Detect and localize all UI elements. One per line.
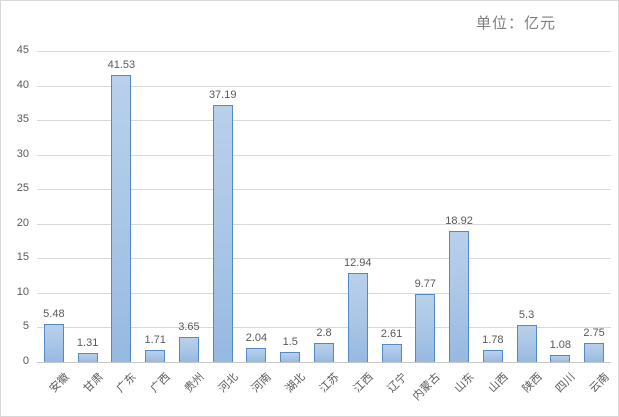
bar-四川 xyxy=(550,354,571,362)
data-label: 2.04 xyxy=(245,331,268,344)
bar-陕西 xyxy=(516,325,537,362)
bar-广西 xyxy=(145,350,166,362)
x-tick-label: 安徽 xyxy=(47,371,72,396)
x-tick-label: 湖北 xyxy=(283,371,308,396)
bar-云南 xyxy=(584,342,605,362)
y-tick-label: 0 xyxy=(22,355,29,367)
gridline xyxy=(37,51,611,52)
data-label: 5.48 xyxy=(43,308,65,321)
gridline xyxy=(37,120,611,122)
data-label: 12.94 xyxy=(343,256,372,269)
x-tick-label: 广西 xyxy=(148,371,173,396)
x-tick-label: 河南 xyxy=(250,371,275,396)
data-label: 2.8 xyxy=(316,326,332,339)
data-label: 1.31 xyxy=(76,336,99,349)
y-tick-label: 5 xyxy=(22,320,29,333)
bar-山东 xyxy=(449,231,470,362)
x-tick-label: 甘肃 xyxy=(81,371,106,396)
bar-湖北 xyxy=(280,351,301,362)
x-tick-label: 云南 xyxy=(587,371,612,396)
data-label: 1.71 xyxy=(144,334,166,347)
data-label: 2.61 xyxy=(380,327,403,340)
x-tick-label: 内蒙古 xyxy=(411,371,443,403)
data-label: 1.08 xyxy=(549,338,572,351)
gridline xyxy=(37,154,611,156)
gridline xyxy=(37,223,611,225)
bar-河南 xyxy=(246,347,267,362)
gridline xyxy=(37,189,611,191)
bar-内蒙古 xyxy=(415,294,436,362)
data-label: 5.3 xyxy=(518,309,535,322)
x-tick-label: 山西 xyxy=(486,371,511,396)
y-tick-label: 25 xyxy=(16,182,29,195)
bar-河北 xyxy=(212,104,233,362)
bar-江西 xyxy=(347,272,368,362)
bar-辽宁 xyxy=(381,343,402,362)
bar-山西 xyxy=(482,349,503,362)
data-label: 37.19 xyxy=(208,88,237,101)
data-label: 9.77 xyxy=(414,278,436,291)
gridline xyxy=(37,258,611,260)
x-axis-line xyxy=(37,362,611,363)
x-tick-label: 辽宁 xyxy=(385,371,410,396)
gridline xyxy=(37,292,611,294)
x-tick-label: 河北 xyxy=(216,371,241,396)
gridline xyxy=(37,327,611,329)
y-tick-label: 15 xyxy=(16,251,29,264)
x-tick-label: 江西 xyxy=(351,371,376,396)
x-tick-label: 山东 xyxy=(452,371,477,396)
data-label: 1.5 xyxy=(282,335,298,348)
bar-安徽 xyxy=(43,324,64,362)
y-tick-label: 10 xyxy=(16,285,29,298)
y-tick-label: 30 xyxy=(16,147,29,160)
gridline xyxy=(37,85,611,87)
data-label: 2.75 xyxy=(583,326,605,339)
bar-贵州 xyxy=(178,336,199,362)
x-tick-label: 贵州 xyxy=(182,371,207,396)
x-tick-label: 江苏 xyxy=(317,371,342,396)
chart-title: 单位：亿元 xyxy=(475,15,556,32)
data-label: 1.78 xyxy=(482,333,504,346)
bar-甘肃 xyxy=(77,352,98,362)
data-label: 3.65 xyxy=(178,320,200,333)
y-tick-label: 45 xyxy=(16,44,29,56)
data-label: 18.92 xyxy=(445,215,473,228)
y-tick-label: 20 xyxy=(16,216,29,229)
x-tick-label: 广东 xyxy=(114,371,140,396)
x-tick-label: 四川 xyxy=(553,371,578,396)
bar-广东 xyxy=(111,74,132,362)
y-tick-label: 40 xyxy=(16,78,29,91)
data-label: 41.53 xyxy=(107,58,136,71)
y-tick-label: 35 xyxy=(16,113,29,126)
bar-江苏 xyxy=(314,342,334,362)
x-tick-label: 陕西 xyxy=(520,371,545,396)
